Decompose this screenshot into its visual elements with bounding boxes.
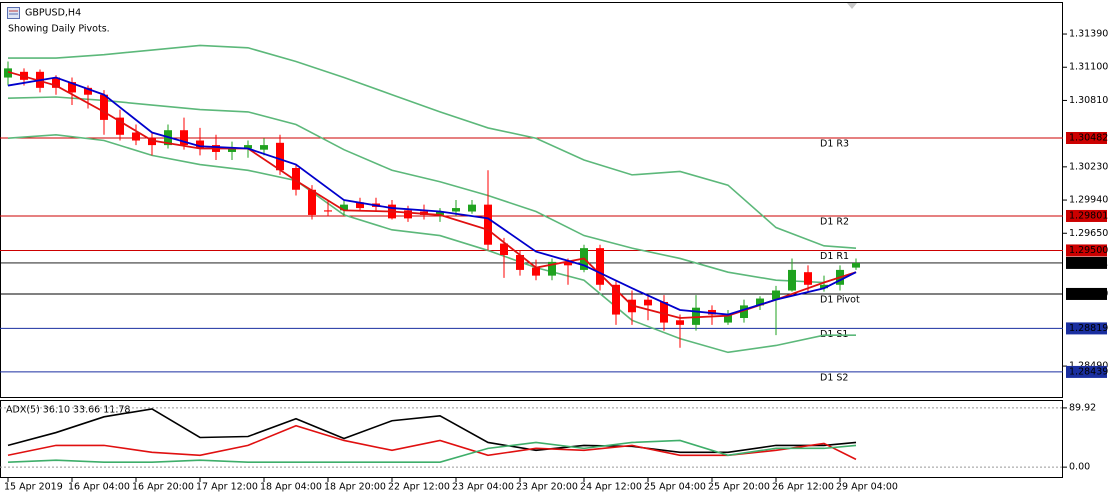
pivot-label: D1 S2 (820, 372, 848, 383)
candle-body (436, 211, 444, 215)
candle-body (292, 167, 300, 190)
candle-body (804, 272, 812, 285)
x-tick-label: 15 Apr 2019 (4, 482, 63, 493)
x-tick-label: 17 Apr 12:00 (196, 482, 258, 493)
candle-body (244, 145, 252, 149)
x-tick-label: 18 Apr 04:00 (260, 482, 322, 493)
indicator-line (7, 96, 857, 284)
candle-body (564, 261, 572, 266)
price-tag-label: 1.29801 (1069, 210, 1108, 221)
candle-body (676, 320, 684, 325)
candle-body (228, 148, 236, 152)
indicator-line (7, 408, 857, 454)
x-tick-label: 25 Apr 04:00 (644, 482, 706, 493)
price-tag-label: 1.28819 (1069, 323, 1108, 334)
candle-body (52, 77, 60, 88)
candle-body (644, 299, 652, 306)
moving-average (7, 70, 857, 319)
candle-body (484, 204, 492, 245)
candle-body (756, 298, 764, 306)
chart-icon (7, 7, 20, 19)
moving-average (7, 76, 857, 316)
candle-body (196, 140, 204, 149)
candle-body (468, 204, 476, 212)
price-tag (1066, 322, 1107, 335)
price-tag-label: 1.29500 (1069, 245, 1108, 256)
candle-body (324, 210, 332, 212)
scroll-marker (847, 3, 857, 9)
candle-body (132, 132, 140, 141)
pivot-label: D1 R1 (820, 251, 849, 262)
price-tag (1066, 244, 1107, 257)
candle-body (84, 87, 92, 95)
candle-body (852, 263, 860, 268)
candle-body (68, 82, 76, 93)
candle-body (788, 269, 796, 291)
candle-body (260, 145, 268, 150)
candle-body (356, 202, 364, 209)
candle-body (596, 248, 604, 285)
price-tag (1066, 287, 1107, 300)
price-tag (1066, 256, 1107, 269)
x-tick-label: 26 Apr 12:00 (772, 482, 834, 493)
x-tick-label: 22 Apr 12:00 (388, 482, 450, 493)
price-tag-label: 1.29391 (1069, 257, 1108, 268)
y-tick-label: 1.29940 (1069, 195, 1108, 206)
candle-body (452, 208, 460, 212)
candle-body (148, 138, 156, 146)
x-tick-label: 23 Apr 04:00 (452, 482, 514, 493)
y-tick-label: 1.31390 (1069, 29, 1108, 40)
candle-body (532, 267, 540, 276)
y-tick-label: 0.00 (1069, 462, 1090, 473)
price-tag (1066, 131, 1107, 144)
x-tick-label: 23 Apr 20:00 (516, 482, 578, 493)
candle-body (500, 243, 508, 256)
candle-body (820, 284, 828, 289)
indicator-line (8, 44, 857, 249)
price-tag (1066, 209, 1107, 222)
x-tick-label: 24 Apr 12:00 (580, 482, 642, 493)
price-tag (1066, 365, 1107, 378)
candle-body (692, 307, 700, 325)
price-tag-label: 1.28439 (1069, 366, 1108, 377)
candle-body (740, 305, 748, 318)
pivot-label: D1 Pivot (820, 294, 860, 305)
chart-subtitle: Showing Daily Pivots. (8, 24, 110, 35)
chart-title: GBPUSD,H4 (25, 8, 81, 19)
y-tick-label: 1.30810 (1069, 95, 1108, 106)
y-tick-label: 1.30230 (1069, 161, 1108, 172)
candle-body (180, 130, 188, 146)
y-tick-label: 1.31100 (1069, 62, 1108, 73)
price-tag-label: 1.29120 (1069, 288, 1108, 299)
candle-body (404, 210, 412, 219)
candle-body (516, 255, 524, 270)
indicator-line (7, 439, 857, 463)
adx-panel (0, 400, 1063, 478)
candle-body (4, 68, 12, 78)
y-tick-label: 89.92 (1069, 402, 1096, 413)
candle-body (548, 261, 556, 276)
candle-body (724, 314, 732, 323)
y-tick-label: 1.29650 (1069, 228, 1108, 239)
candle-body (612, 284, 620, 315)
pivot-label: D1 R3 (820, 138, 849, 149)
candle-body (308, 189, 316, 215)
x-tick-label: 16 Apr 04:00 (68, 482, 130, 493)
candle-body (340, 204, 348, 211)
x-tick-label: 16 Apr 20:00 (132, 482, 194, 493)
candle-body (116, 117, 124, 135)
candle-body (772, 290, 780, 300)
x-tick-label: 18 Apr 20:00 (324, 482, 386, 493)
candle-body (276, 142, 284, 171)
candle-body (100, 94, 108, 120)
pivot-label: D1 R2 (820, 216, 849, 227)
main-panel (0, 2, 1063, 398)
x-tick-label: 25 Apr 20:00 (708, 482, 770, 493)
candle-body (660, 301, 668, 323)
x-tick-label: 29 Apr 04:00 (836, 482, 898, 493)
adx-title: ADX(5) 36.10 33.66 11.78 (6, 405, 130, 416)
price-tag-label: 1.30482 (1069, 132, 1108, 143)
indicator-line (7, 133, 856, 354)
